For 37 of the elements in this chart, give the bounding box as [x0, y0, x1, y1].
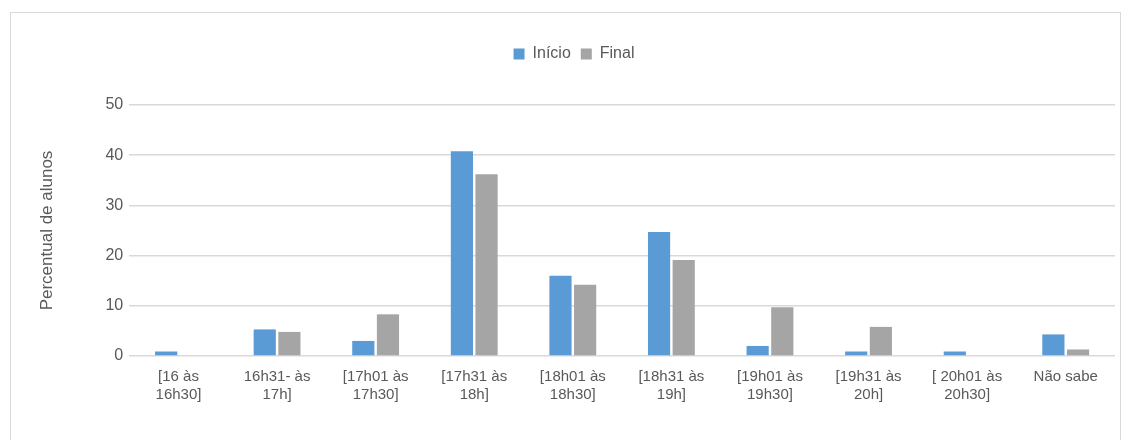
x-tick-label: [19h01 às 19h30] [737, 367, 803, 403]
y-axis-title: Percentual de alunos [36, 150, 56, 311]
bar [253, 329, 276, 356]
bar [352, 340, 375, 356]
x-tick-label: [19h31 às 20h] [835, 367, 902, 403]
bar [746, 345, 769, 356]
y-tick-label: 20 [105, 246, 124, 264]
bar [278, 331, 301, 356]
x-tick-label: Não sabe [1033, 367, 1098, 385]
legend-label: Final [599, 44, 635, 62]
x-tick-label: 16h31- às 17h] [243, 367, 311, 403]
bar [475, 174, 498, 356]
x-tick-label: [17h01 às 17h30] [342, 367, 409, 403]
bar [376, 314, 400, 356]
y-tick-label: 30 [105, 195, 124, 213]
bar [1066, 349, 1090, 356]
bar [574, 284, 597, 356]
y-tick-label: 0 [114, 346, 124, 364]
x-tick-label: [17h31 às 18h] [441, 367, 508, 403]
bar [771, 307, 794, 356]
bar [1042, 334, 1065, 356]
bar [943, 351, 966, 356]
legend-label: Início [532, 44, 571, 62]
y-tick-label: 10 [105, 296, 124, 314]
y-tick-label: 50 [105, 95, 124, 113]
bar [647, 232, 671, 356]
bar [869, 326, 892, 356]
x-tick-label: [16 às 16h30] [155, 367, 202, 403]
bar [672, 260, 695, 356]
bar [450, 151, 473, 356]
bar [549, 275, 572, 356]
x-tick-label: [18h01 às 18h30] [539, 367, 606, 403]
y-tick-label: 40 [105, 145, 124, 163]
x-tick-label: [18h31 às 19h] [638, 367, 705, 403]
bar [845, 351, 868, 356]
x-tick-label: [ 20h01 às 20h30] [932, 367, 1003, 403]
bar [155, 351, 178, 356]
